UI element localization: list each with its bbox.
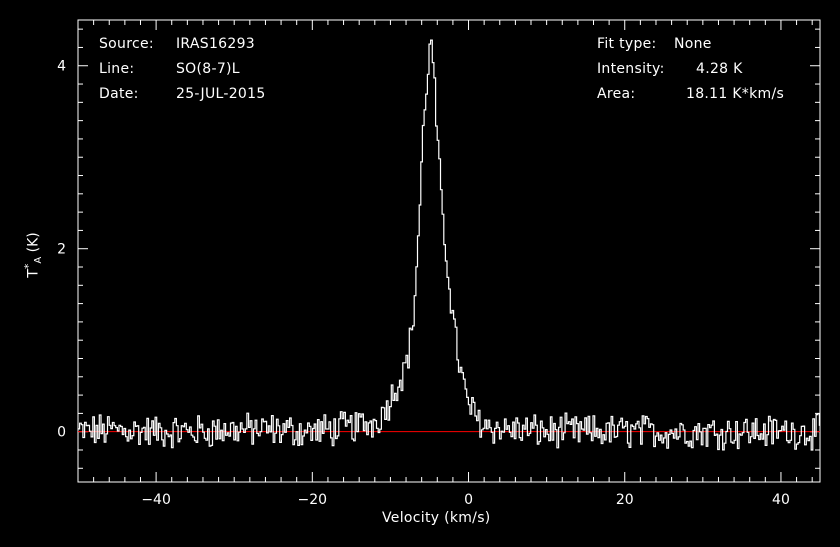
y-tick-label: 2 <box>57 242 66 258</box>
x-tick-label: 0 <box>464 492 473 508</box>
x-tick-label: 20 <box>616 492 634 508</box>
spectrum-line <box>78 39 820 451</box>
fit-type-label: Fit type: <box>597 36 657 52</box>
date-value: 25-JUL-2015 <box>176 86 266 102</box>
x-axis-label: Velocity (km/s) <box>382 510 491 526</box>
source-label: Source: <box>99 36 154 52</box>
x-tick-label: 40 <box>772 492 790 508</box>
y-axis-label-symbol: T <box>25 269 42 278</box>
plot-frame <box>77 19 821 483</box>
y-axis-label: T*A (K) <box>22 232 44 277</box>
x-tick-label: −40 <box>141 492 171 508</box>
intensity-label: Intensity: <box>597 61 665 77</box>
y-axis-label-sup: * <box>21 263 35 270</box>
source-value: IRAS16293 <box>176 36 255 52</box>
area-value: 18.11 K*km/s <box>686 86 785 102</box>
date-label: Date: <box>99 86 139 102</box>
y-tick-label: 0 <box>57 425 66 441</box>
y-axis-label-units: (K) <box>25 232 42 253</box>
y-tick-label: 4 <box>57 59 66 75</box>
fit-type-value: None <box>674 36 712 52</box>
intensity-value: 4.28 K <box>696 61 743 77</box>
line-label: Line: <box>99 61 135 77</box>
chart-marks: −40 −20 0 20 40 0 2 4 <box>57 19 821 508</box>
y-axis-label-sub: A <box>33 256 45 264</box>
line-value: SO(8-7)L <box>176 61 240 77</box>
area-label: Area: <box>597 86 636 102</box>
x-tick-label: −20 <box>298 492 328 508</box>
